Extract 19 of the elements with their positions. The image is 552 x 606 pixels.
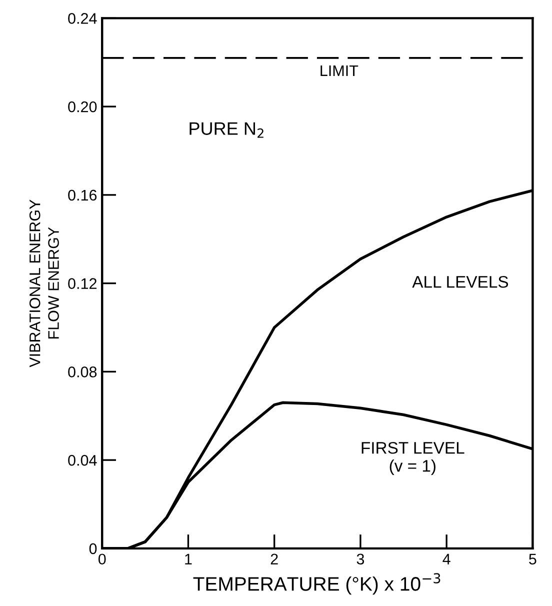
- x-tick-label: 2: [270, 554, 278, 564]
- x-tick-label: 0: [98, 554, 106, 565]
- y-tick-label: 0.16: [68, 190, 97, 201]
- y-tick-label: 0.08: [68, 366, 97, 378]
- annotation: PURE N$_{2}$: [190, 122, 264, 138]
- x-tick-label: 4: [442, 554, 450, 564]
- y-tick-label: 0.04: [68, 454, 97, 466]
- y-axis-title: VIBRATIONAL ENERGY FLOW ENERGY: [29, 200, 59, 368]
- y-tick-label: 0.12: [68, 278, 96, 289]
- series-label: FIRST LEVEL (v = 1): [362, 442, 464, 476]
- x-tick-label: 5: [529, 554, 536, 565]
- x-axis-title: TEMPERATURE (°K) x 10$^{−3}$: [193, 573, 440, 595]
- x-tick-label: 1: [185, 554, 192, 564]
- y-tick-label: 0.24: [68, 13, 97, 24]
- ref-line-label: LIMIT: [320, 65, 358, 76]
- y-tick-label: 0: [89, 543, 97, 554]
- text: ALL LEVELS: [412, 276, 508, 288]
- y-tick-label: 0.20: [68, 101, 97, 112]
- x-tick-label: 3: [356, 554, 364, 565]
